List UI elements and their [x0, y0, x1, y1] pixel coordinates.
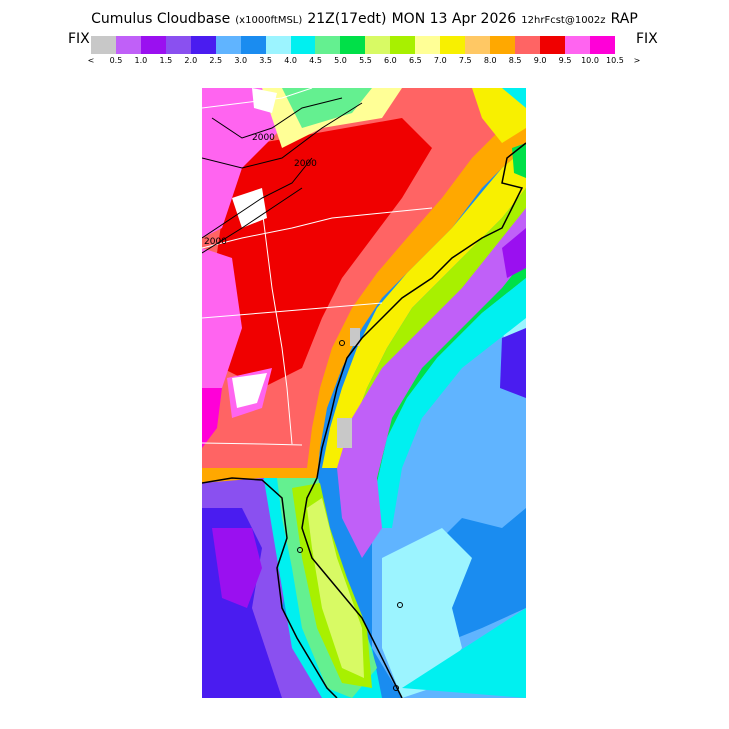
contour-label-1: 2000 — [252, 133, 275, 143]
coastal-yellow — [322, 148, 526, 468]
legend-tick-label: 2.5 — [209, 56, 223, 65]
gulf-coastline — [202, 477, 338, 698]
legend-tick-label: 4.5 — [309, 56, 322, 65]
legend-tick-label: 6.5 — [408, 56, 422, 65]
contour-line-1 — [211, 97, 343, 139]
state-line-north — [202, 207, 433, 249]
legend-swatch-17 — [514, 36, 540, 54]
legend-swatch-13 — [415, 36, 441, 54]
legend-tick-label: 1.5 — [159, 56, 173, 65]
forecast-text: 12hrFcst@1002z — [521, 15, 606, 26]
north-white-patch — [232, 188, 267, 228]
coastal-lime — [342, 188, 526, 478]
legend-swatch-11 — [365, 36, 391, 54]
contour-line-2 — [202, 102, 363, 169]
legend-tick-label: 7.0 — [433, 56, 447, 65]
legend-tick-label: 9.0 — [533, 56, 547, 65]
station-marker-4 — [393, 685, 399, 691]
contour-label-3: 2000 — [204, 237, 227, 247]
legend-fix-left[interactable]: FIX — [68, 31, 90, 47]
legend-swatch-1 — [115, 36, 141, 54]
legend-tick-label: 7.5 — [458, 56, 472, 65]
state-line-top — [202, 88, 313, 109]
legend-swatch-4 — [190, 36, 216, 54]
map-canvas: 2000 2000 2000 — [202, 88, 526, 698]
station-marker-2 — [297, 547, 303, 553]
legend-tick-label: 2.0 — [184, 56, 198, 65]
contour-line-3 — [202, 157, 313, 239]
legend-under-marker: < — [87, 56, 95, 65]
legend-swatch-7 — [265, 36, 291, 54]
legend-ticks: < > 0.5 1.0 1.5 2.0 2.5 3.0 3.5 4.0 4.5 5.0 5.5 6.0… — [82, 56, 652, 68]
title-text: Cumulus Cloudbase — [91, 11, 231, 27]
station-marker-1 — [339, 340, 345, 346]
legend-tick-label: 10.0 — [581, 56, 599, 65]
legend-tick-label: 3.0 — [234, 56, 248, 65]
legend-swatch-15 — [465, 36, 490, 54]
legend-tick-label: 8.0 — [483, 56, 497, 65]
west-pink — [202, 248, 242, 388]
legend-tick-label: 1.0 — [134, 56, 148, 65]
northwest-pink — [202, 88, 282, 238]
state-line-vertical — [261, 207, 293, 445]
legend-swatch-18 — [539, 36, 565, 54]
legend-swatch-9 — [315, 36, 341, 54]
legend-tick-label: 3.5 — [259, 56, 273, 65]
gray-patch — [337, 418, 352, 448]
legend-swatch-10 — [340, 36, 366, 54]
offshore-purple-tongue — [337, 208, 526, 558]
legend-swatch-16 — [490, 36, 515, 54]
small-gray-patch — [350, 328, 360, 346]
legend-tick-label: 10.5 — [606, 56, 624, 65]
nearshore-cyan — [382, 528, 472, 698]
date-text: MON 13 Apr 2026 — [391, 11, 517, 27]
legend-fix-right[interactable]: FIX — [636, 31, 658, 47]
state-line-south — [202, 442, 303, 446]
land-red — [212, 118, 432, 388]
legend-tick-label: 5.0 — [334, 56, 347, 65]
west-magenta — [202, 388, 222, 448]
model-text: RAP — [610, 11, 638, 27]
legend-tick-label: 9.5 — [558, 56, 572, 65]
contour-label-2: 2000 — [294, 159, 317, 169]
legend-swatch-8 — [290, 36, 316, 54]
legend-swatch-20 — [589, 36, 615, 54]
southeast-cyan — [402, 608, 526, 698]
legend-tick-label: 0.5 — [109, 56, 123, 65]
legend-swatch-6 — [240, 36, 266, 54]
peninsula-yellow-green — [307, 498, 364, 678]
chart-title: Cumulus Cloudbase (x1000ftMSL) 21Z(17edt… — [0, 8, 729, 27]
northeast-violet — [502, 228, 526, 278]
valid-time-text: 21Z(17edt) — [307, 11, 387, 27]
legend-swatch-14 — [440, 36, 466, 54]
legend-over-marker: > — [633, 56, 641, 65]
legend-tick-label: 5.5 — [359, 56, 372, 65]
forecast-map: 2000 2000 2000 — [202, 88, 526, 698]
legend-swatch-5 — [215, 36, 241, 54]
legend-tick-label: 6.0 — [384, 56, 397, 65]
legend-tick-label: 4.0 — [284, 56, 297, 65]
coastal-cyan — [372, 278, 526, 528]
north-green — [282, 88, 372, 128]
gulf-violet — [212, 528, 262, 608]
contour-line-4 — [202, 187, 303, 254]
legend-swatch-3 — [165, 36, 191, 54]
legend-tick-label: 8.5 — [508, 56, 522, 65]
atlantic-coastline — [301, 142, 526, 698]
legend-swatch-2 — [140, 36, 166, 54]
station-marker-3 — [397, 602, 403, 608]
legend-swatch-12 — [390, 36, 416, 54]
offshore-deep-blue — [500, 328, 526, 398]
legend-swatch-0 — [91, 36, 116, 54]
state-line-mid — [202, 302, 383, 319]
legend-swatch-19 — [564, 36, 590, 54]
color-legend — [91, 36, 615, 54]
northeast-yellow — [472, 88, 526, 143]
northeast-cyan — [502, 88, 526, 108]
central-white-patch — [232, 373, 267, 408]
units-text: (x1000ftMSL) — [235, 15, 303, 26]
